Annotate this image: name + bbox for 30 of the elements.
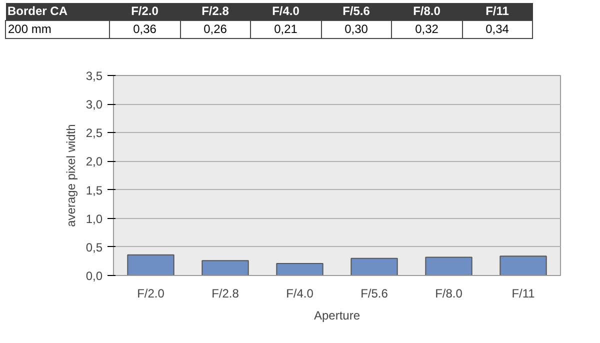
chart-title: Border CA [6, 3, 69, 20]
data-label: 0,36 [110, 20, 180, 39]
category-label: F/5.6 [342, 4, 370, 18]
y-axis-title: average pixel width [64, 124, 78, 227]
data-label: 0,30 [321, 20, 392, 39]
category-label: F/2.0 [131, 4, 158, 18]
data-label: 0,26 [180, 20, 250, 39]
category-label: F/2.8 [202, 4, 229, 18]
data-label: 0,21 [250, 20, 321, 39]
x-tick-label: F/2.8 [212, 286, 240, 300]
x-tick-label: F/5.6 [360, 286, 388, 300]
x-tick-label: F/2.0 [137, 286, 165, 300]
data-label: 0,32 [392, 20, 462, 39]
data-label: 0,34 [462, 20, 532, 39]
x-tick-label: F/11 [512, 286, 536, 300]
y-tick-label: 2,0 [86, 154, 103, 169]
category-label: F/11 [486, 4, 509, 18]
y-tick-label: 1,0 [86, 212, 103, 226]
y-tick-label: 0,5 [86, 240, 103, 254]
category-label: F/4.0 [272, 4, 300, 18]
text: 200 mm [6, 20, 110, 39]
x-tick-label: F/8.0 [435, 286, 463, 300]
y-tick-label: 3,0 [86, 98, 103, 112]
y-tick-label: 1,5 [86, 183, 103, 198]
y-tick-label: 0,0 [86, 269, 103, 283]
y-tick-label: 3,5 [86, 69, 103, 83]
category-label: F/8.0 [413, 4, 440, 18]
x-tick-label: F/4.0 [286, 286, 314, 300]
y-tick-label: 2,5 [86, 126, 103, 140]
x-axis-title: Aperture [314, 308, 360, 322]
